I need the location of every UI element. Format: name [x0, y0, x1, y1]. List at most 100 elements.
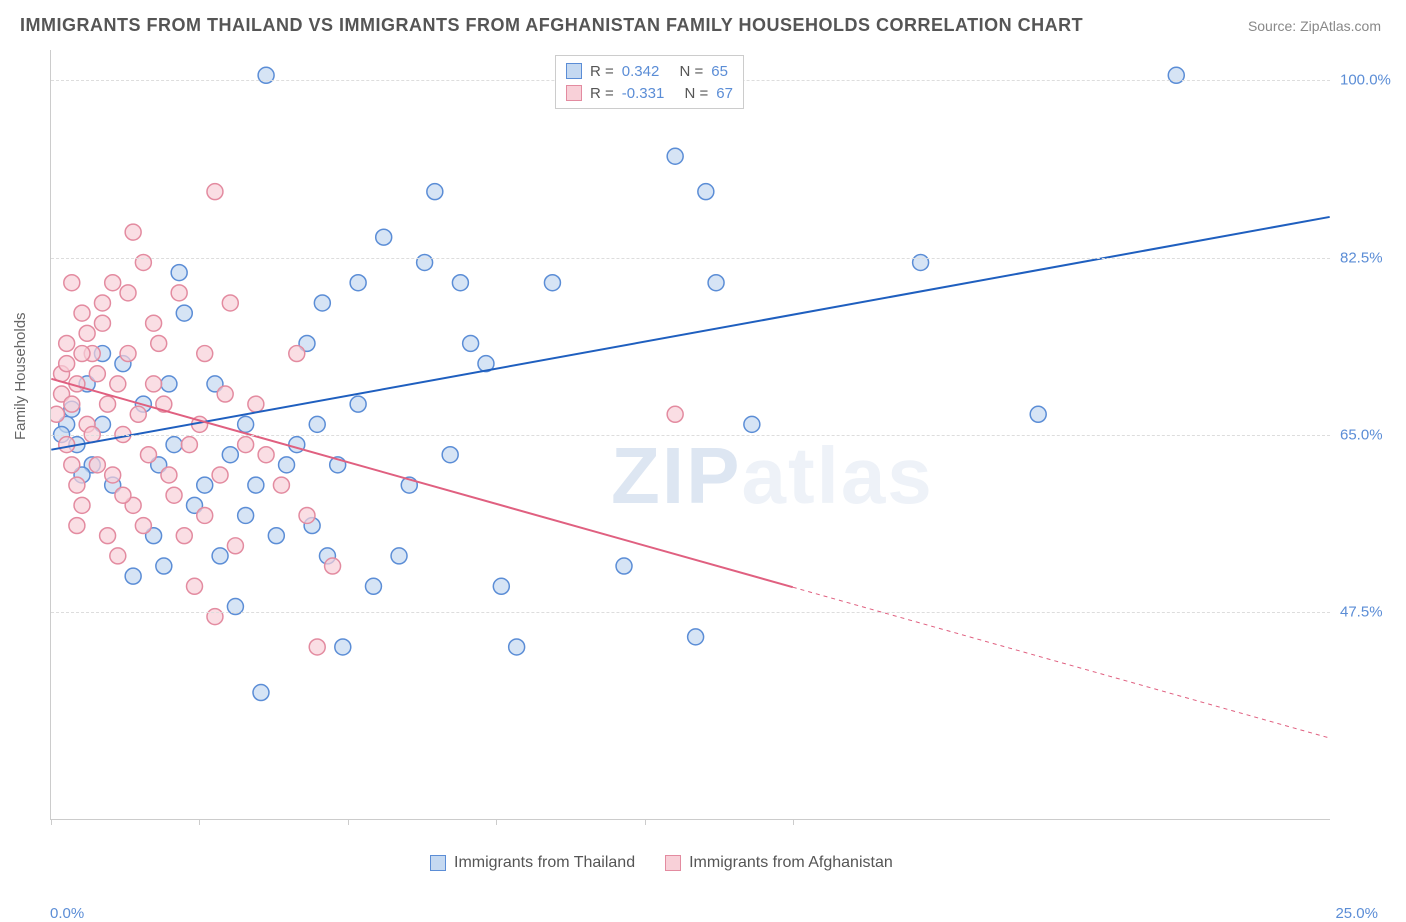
data-point	[74, 305, 90, 321]
data-point	[698, 184, 714, 200]
data-point	[207, 184, 223, 200]
data-point	[258, 447, 274, 463]
data-point	[120, 285, 136, 301]
data-point	[268, 528, 284, 544]
data-point	[176, 528, 192, 544]
data-point	[59, 335, 75, 351]
n-value-thailand: 65	[711, 63, 728, 80]
data-point	[688, 629, 704, 645]
data-point	[299, 507, 315, 523]
data-point	[335, 639, 351, 655]
data-point	[69, 477, 85, 493]
y-tick-label: 65.0%	[1340, 427, 1400, 444]
data-point	[161, 467, 177, 483]
data-point	[509, 639, 525, 655]
data-point	[222, 447, 238, 463]
data-point	[64, 396, 80, 412]
gridline	[51, 612, 1330, 613]
data-point	[238, 437, 254, 453]
data-point	[1030, 406, 1046, 422]
data-point	[151, 335, 167, 351]
swatch-pink-icon	[566, 85, 582, 101]
data-point	[94, 295, 110, 311]
data-point	[212, 548, 228, 564]
gridline	[51, 435, 1330, 436]
data-point	[365, 578, 381, 594]
data-point	[452, 275, 468, 291]
data-point	[376, 229, 392, 245]
data-point	[309, 639, 325, 655]
data-point	[125, 224, 141, 240]
x-tick	[348, 819, 349, 825]
data-point	[667, 148, 683, 164]
legend-stats-row-thailand: R = 0.342 N = 65	[566, 60, 733, 82]
data-point	[156, 558, 172, 574]
data-point	[146, 315, 162, 331]
data-point	[309, 416, 325, 432]
data-point	[135, 518, 151, 534]
data-point	[222, 295, 238, 311]
data-point	[176, 305, 192, 321]
data-point	[217, 386, 233, 402]
x-tick	[199, 819, 200, 825]
legend-series: Immigrants from Thailand Immigrants from…	[430, 854, 893, 872]
data-point	[74, 497, 90, 513]
swatch-pink-icon	[665, 855, 681, 871]
data-point	[197, 477, 213, 493]
swatch-blue-icon	[430, 855, 446, 871]
y-axis-label: Family Households	[12, 312, 29, 440]
data-point	[427, 184, 443, 200]
data-point	[166, 487, 182, 503]
x-tick	[645, 819, 646, 825]
data-point	[110, 376, 126, 392]
data-point	[140, 447, 156, 463]
data-point	[64, 457, 80, 473]
y-tick-label: 100.0%	[1340, 72, 1400, 89]
data-point	[100, 528, 116, 544]
data-point	[64, 275, 80, 291]
data-point	[325, 558, 341, 574]
data-point	[273, 477, 289, 493]
data-point	[207, 609, 223, 625]
r-value-afghanistan: -0.331	[622, 85, 665, 102]
data-point	[350, 275, 366, 291]
n-label: N =	[679, 63, 703, 80]
data-point	[197, 507, 213, 523]
data-point	[125, 568, 141, 584]
x-tick-label-max: 25.0%	[1335, 905, 1378, 922]
data-point	[197, 346, 213, 362]
data-point	[161, 376, 177, 392]
data-point	[493, 578, 509, 594]
y-tick-label: 82.5%	[1340, 249, 1400, 266]
x-tick	[793, 819, 794, 825]
data-point	[187, 578, 203, 594]
data-point	[253, 685, 269, 701]
data-point	[442, 447, 458, 463]
data-point	[616, 558, 632, 574]
data-point	[238, 416, 254, 432]
data-point	[171, 265, 187, 281]
x-tick-label-min: 0.0%	[50, 905, 84, 922]
r-value-thailand: 0.342	[622, 63, 660, 80]
chart-title: IMMIGRANTS FROM THAILAND VS IMMIGRANTS F…	[20, 15, 1083, 36]
data-point	[79, 325, 95, 341]
data-point	[59, 437, 75, 453]
legend-item-afghanistan: Immigrants from Afghanistan	[665, 854, 893, 872]
data-point	[89, 457, 105, 473]
data-point	[212, 467, 228, 483]
data-point	[69, 518, 85, 534]
n-value-afghanistan: 67	[716, 85, 733, 102]
source-label: Source: ZipAtlas.com	[1248, 18, 1381, 34]
gridline	[51, 258, 1330, 259]
data-point	[171, 285, 187, 301]
data-point	[391, 548, 407, 564]
data-point	[120, 346, 136, 362]
data-point	[166, 437, 182, 453]
r-label: R =	[590, 63, 614, 80]
y-tick-label: 47.5%	[1340, 604, 1400, 621]
data-point	[181, 437, 197, 453]
data-point	[248, 477, 264, 493]
x-tick	[496, 819, 497, 825]
data-point	[248, 396, 264, 412]
chart-plot-area: ZIPatlas 100.0%82.5%65.0%47.5%	[50, 50, 1330, 820]
